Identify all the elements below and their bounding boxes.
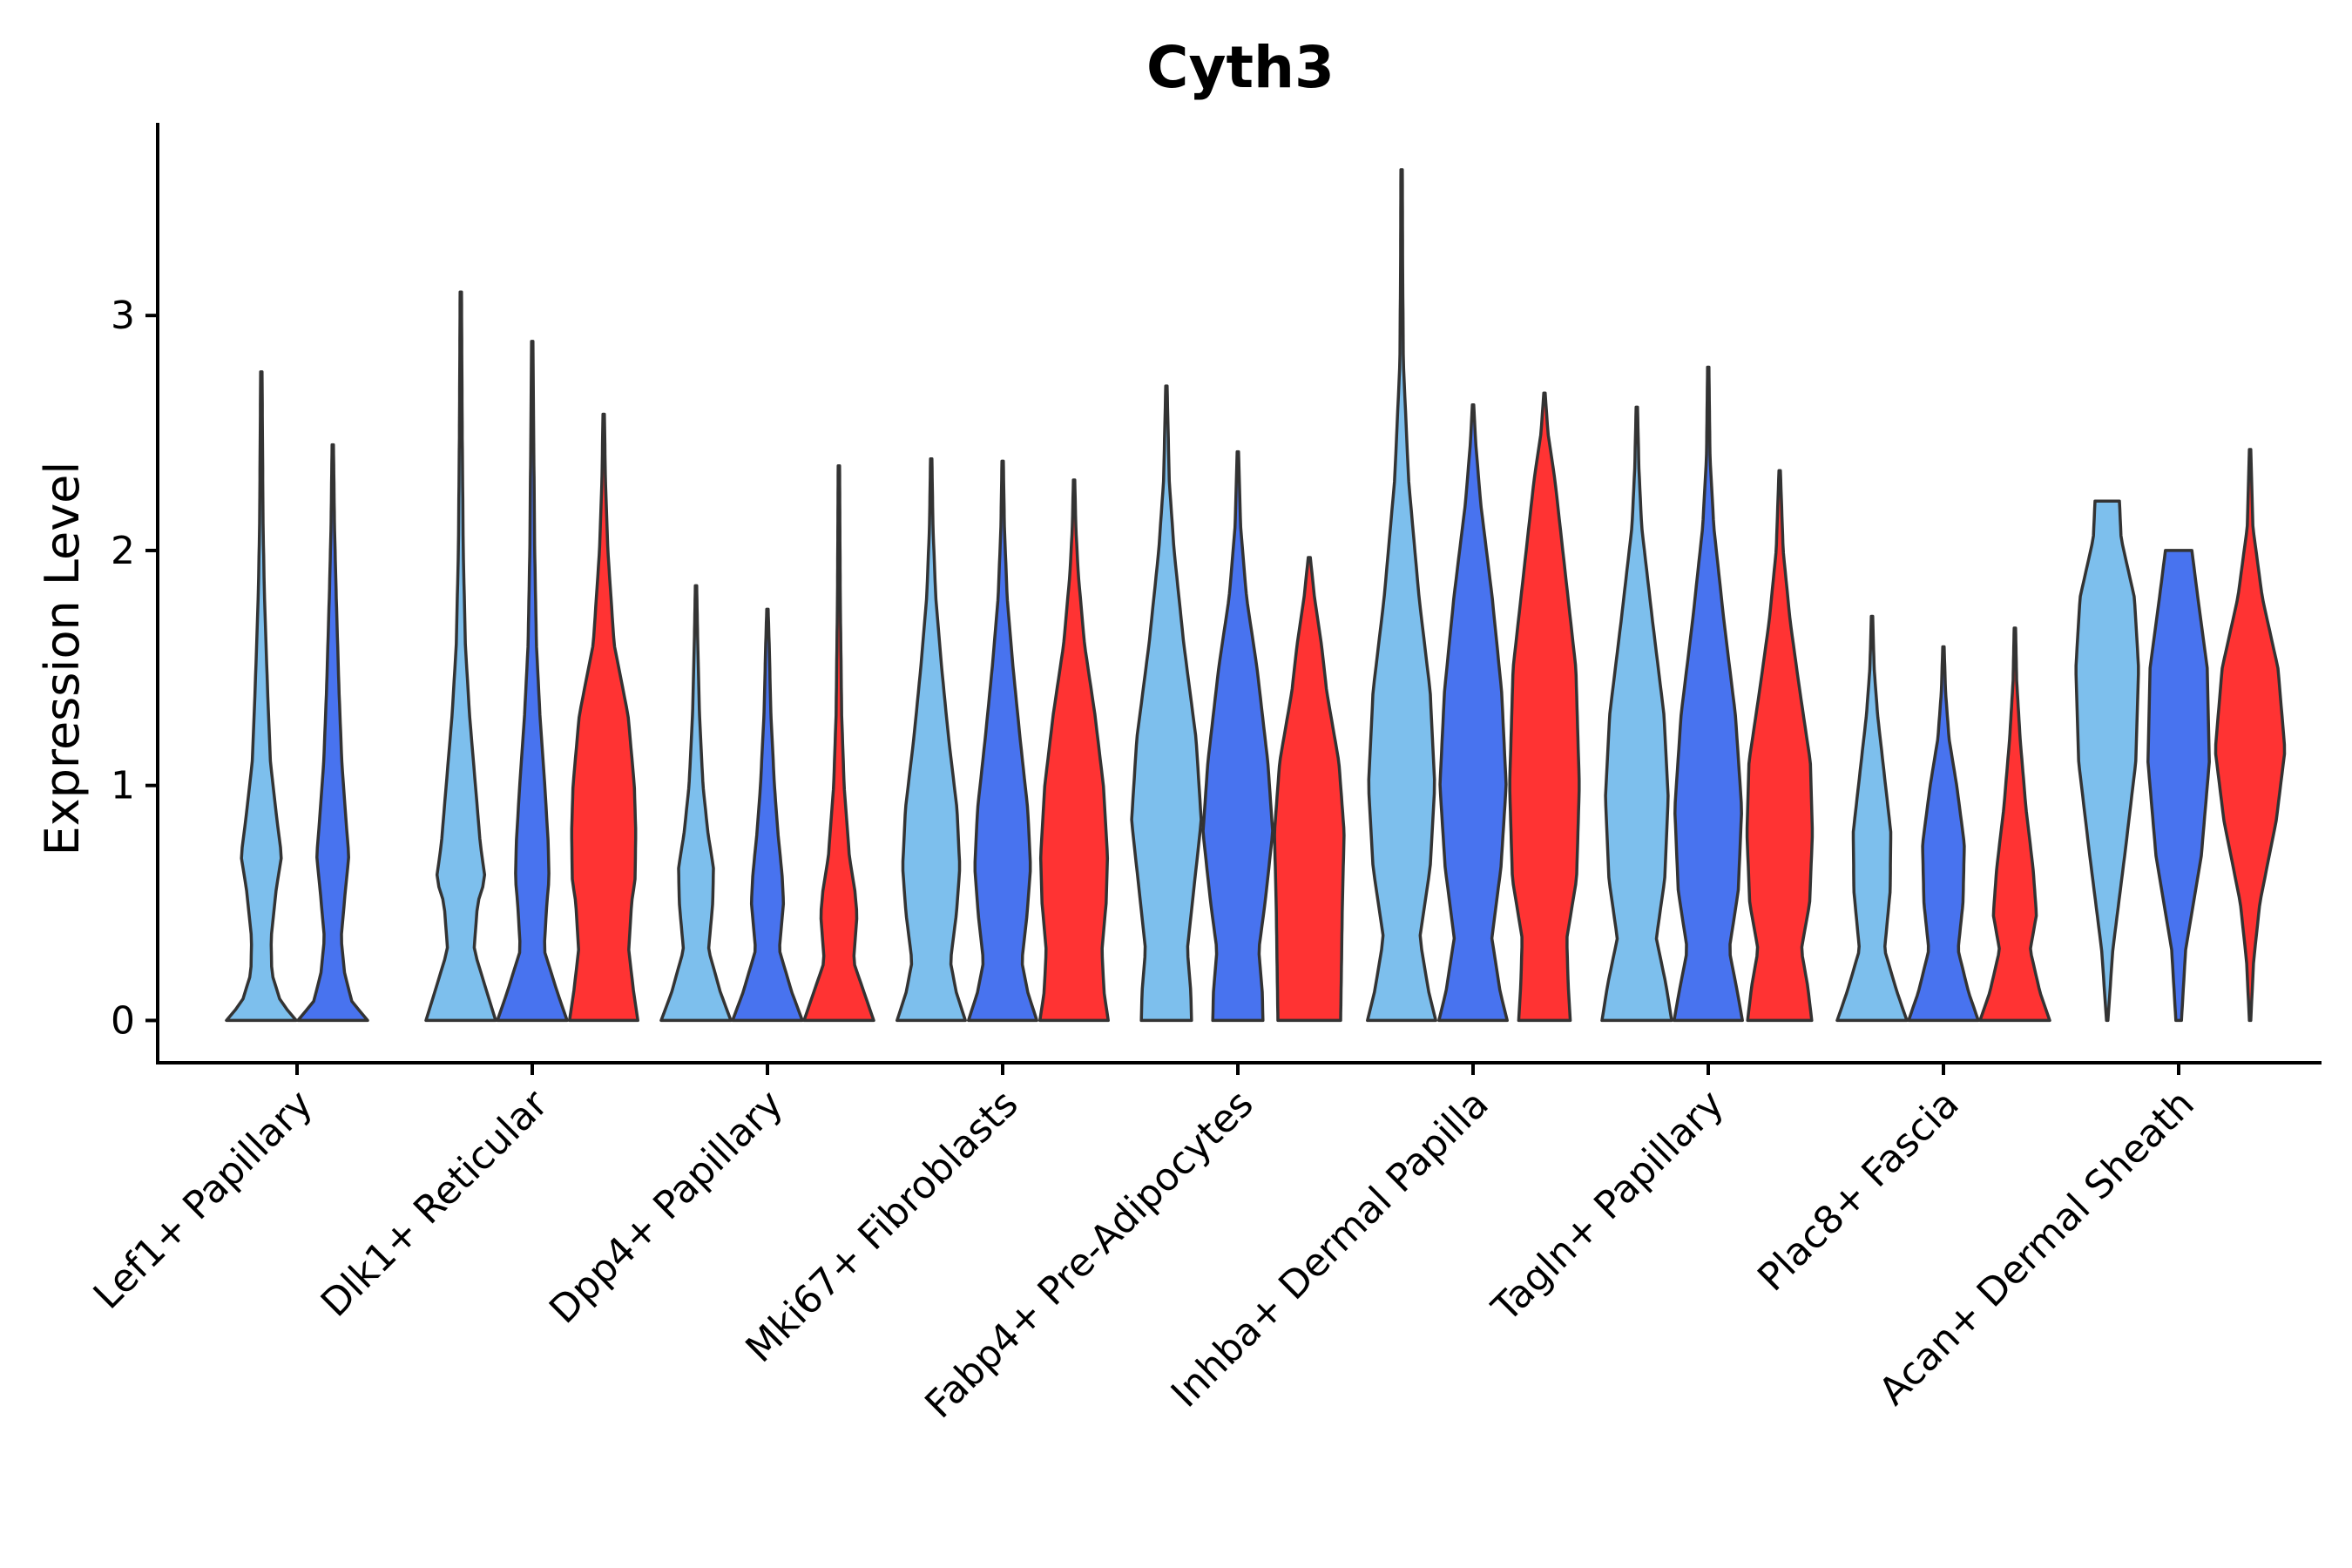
violin-mki67-fibroblasts-series-1: [967, 459, 1038, 1023]
y-axis-label: Expression Level: [35, 462, 90, 856]
violin-dlk1-reticular-series-0: [424, 290, 497, 1023]
violin-dlk1-reticular-series-2: [568, 412, 639, 1023]
violin-dpp4-papillary-series-2: [802, 464, 875, 1023]
violin-layer: [225, 168, 2287, 1023]
violin-dlk1-reticular-series-1: [496, 340, 569, 1023]
y-tick-label: 1: [111, 764, 135, 808]
violin-acan-dermal-sheath-series-0: [2074, 499, 2140, 1023]
violin-lef1-papillary-series-1: [296, 443, 369, 1023]
violin-mki67-fibroblasts-series-2: [1038, 478, 1110, 1023]
violin-tagln-papillary-series-1: [1673, 365, 1744, 1023]
violin-mki67-fibroblasts-series-0: [896, 456, 967, 1023]
y-tick-label: 0: [111, 998, 135, 1043]
violin-inhba-dermal-papilla-series-2: [1508, 391, 1581, 1023]
x-tick-label: Tagln+ Papillary: [1484, 1082, 1733, 1331]
x-tick-label: Lef1+ Papillary: [85, 1082, 321, 1318]
violin-fabp4-pre-adipocytes-series-0: [1130, 384, 1203, 1023]
violin-lef1-papillary-series-0: [225, 370, 298, 1023]
x-tick-label: Plac8+ Fascia: [1749, 1082, 1968, 1301]
violin-plac8-fascia-series-1: [1907, 645, 1980, 1023]
violin-fabp4-pre-adipocytes-series-2: [1273, 556, 1346, 1023]
chart-title: Cyth3: [1146, 34, 1335, 101]
violin-plac8-fascia-series-2: [1978, 626, 2051, 1023]
violin-acan-dermal-sheath-series-2: [2213, 448, 2287, 1023]
violin-fabp4-pre-adipocytes-series-1: [1201, 449, 1274, 1023]
violin-inhba-dermal-papilla-series-1: [1437, 402, 1509, 1023]
violin-tagln-papillary-series-2: [1745, 469, 1815, 1023]
violin-acan-dermal-sheath-series-1: [2146, 549, 2211, 1023]
x-tick-label: Dpp4+ Papillary: [541, 1082, 792, 1333]
y-axis-ticks: 0 1 2 3: [111, 294, 158, 1043]
y-tick-label: 2: [111, 529, 135, 573]
x-tick-label: Dlk1+ Reticular: [313, 1081, 558, 1326]
violin-plac8-fascia-series-0: [1835, 614, 1909, 1023]
violin-dpp4-papillary-series-0: [659, 584, 733, 1023]
y-tick-label: 3: [111, 294, 135, 338]
violin-tagln-papillary-series-0: [1600, 405, 1673, 1023]
violin-dpp4-papillary-series-1: [731, 607, 804, 1023]
violin-inhba-dermal-papilla-series-0: [1366, 168, 1437, 1023]
